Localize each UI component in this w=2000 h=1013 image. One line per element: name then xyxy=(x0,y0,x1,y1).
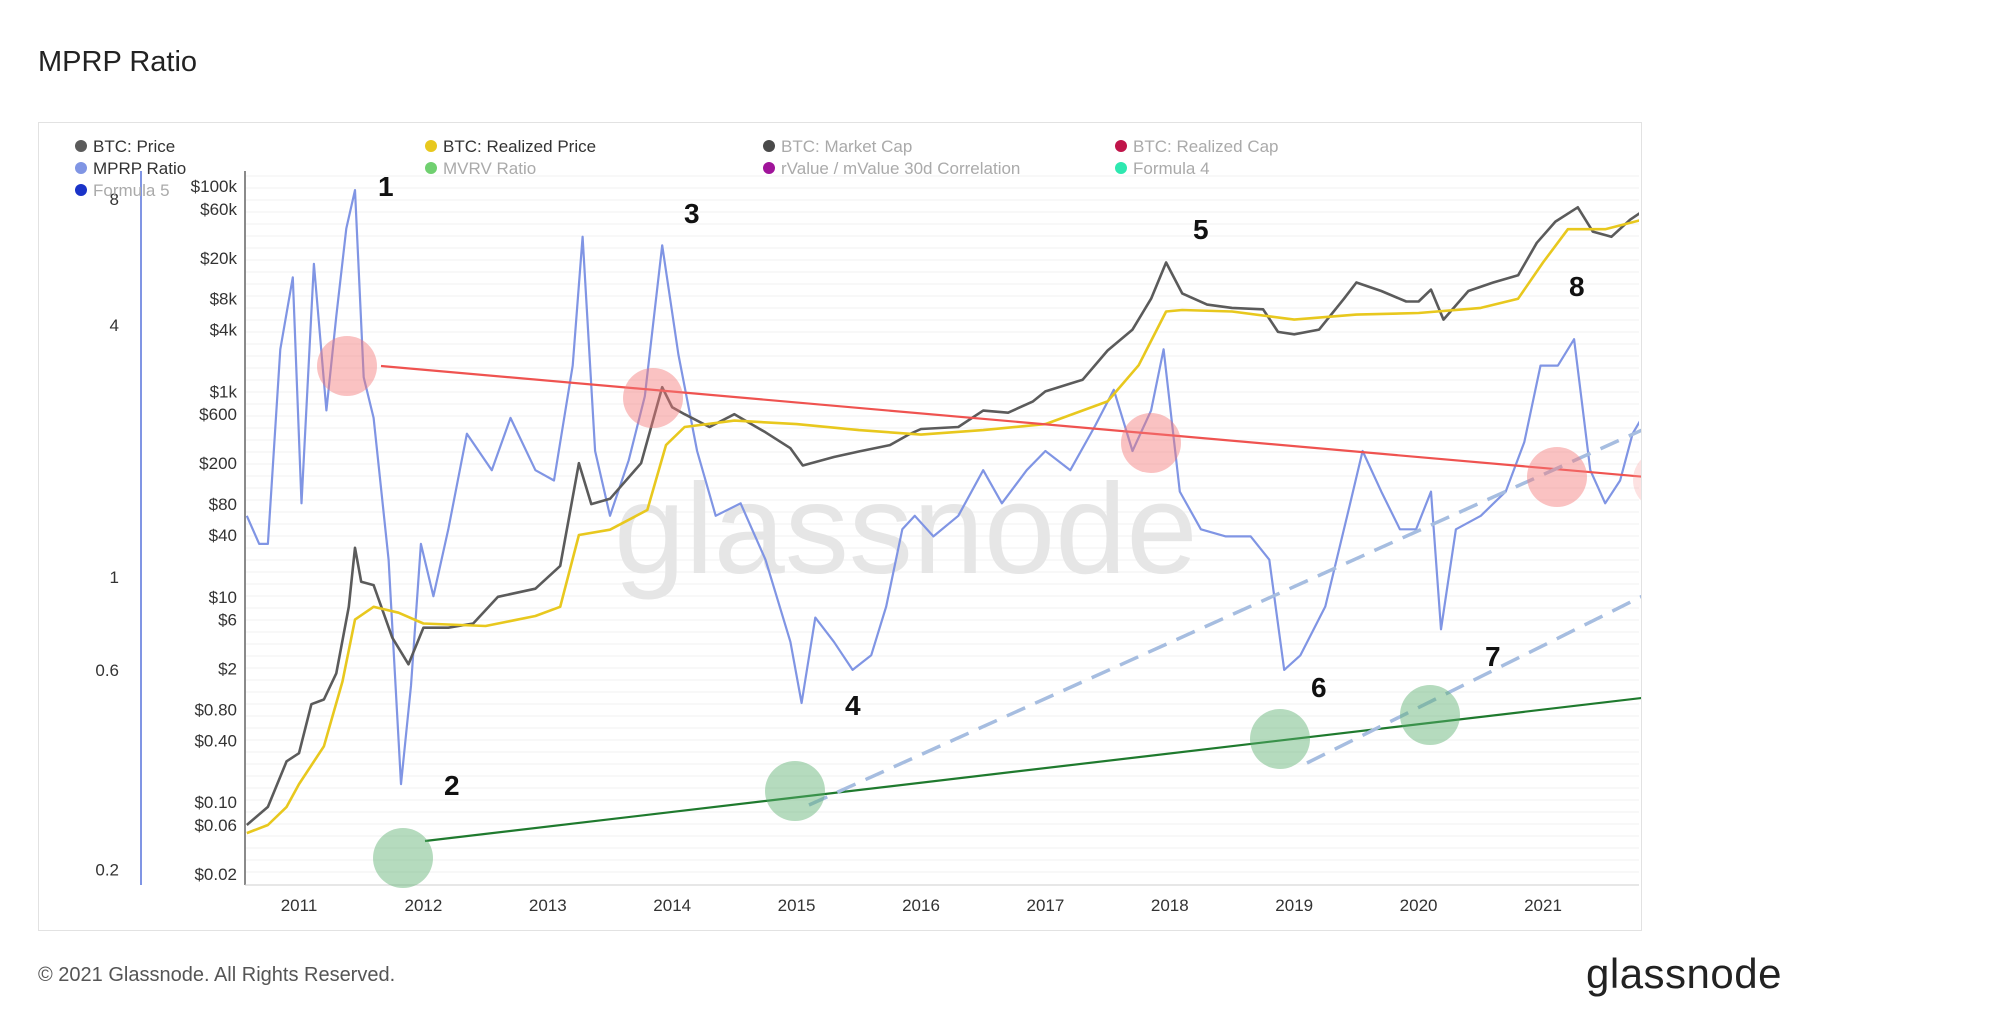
legend-dot-icon xyxy=(75,162,87,174)
price-tick-label: $20k xyxy=(200,249,237,268)
price-tick-label: $0.40 xyxy=(194,731,237,750)
x-tick-label: 2020 xyxy=(1400,896,1438,915)
legend-dot-icon xyxy=(425,140,437,152)
ratio-tick-label: 4 xyxy=(110,316,119,335)
legend-dot-icon xyxy=(1115,162,1127,174)
price-tick-label: $6 xyxy=(218,611,237,630)
legend-dot-icon xyxy=(763,140,775,152)
legend-item-label: BTC: Realized Price xyxy=(443,137,596,156)
x-tick-label: 2017 xyxy=(1026,896,1064,915)
x-tick-label: 2016 xyxy=(902,896,940,915)
legend-item-label: BTC: Realized Cap xyxy=(1133,137,1279,156)
x-tick-label: 2014 xyxy=(653,896,691,915)
annotation-label: 2 xyxy=(444,770,460,801)
ratio-tick-label: 1 xyxy=(110,568,119,587)
peak-marker-circle xyxy=(1527,447,1587,507)
price-tick-label: $8k xyxy=(210,290,238,309)
annotation-label: 1 xyxy=(378,171,394,202)
ratio-tick-label: 0.6 xyxy=(95,661,119,680)
legend-item-label: MVRV Ratio xyxy=(443,159,536,178)
lower-channel-line xyxy=(1306,594,1641,765)
resistance-trend-line xyxy=(380,364,1641,478)
legend-item-label: Formula 4 xyxy=(1133,159,1210,178)
legend-item-label: Formula 5 xyxy=(93,181,170,200)
series-group xyxy=(245,189,1639,835)
peak-marker-circle xyxy=(623,368,683,428)
bottom-marker-circle xyxy=(1400,685,1460,745)
x-tick-label: 2011 xyxy=(281,896,318,915)
legend-item-label: BTC: Price xyxy=(93,137,175,156)
price-tick-label: $100k xyxy=(191,177,238,196)
peak-marker-circle xyxy=(1633,459,1641,501)
legend-item-label: rValue / mValue 30d Correlation xyxy=(781,159,1020,178)
x-tick-label: 2015 xyxy=(778,896,816,915)
price-tick-label: $4k xyxy=(210,321,238,340)
realized-price-line xyxy=(246,219,1639,835)
legend-item-label: MPRP Ratio xyxy=(93,159,186,178)
bottom-marker-circle xyxy=(765,761,825,821)
upper-channel-line xyxy=(808,428,1641,807)
price-tick-label: $0.02 xyxy=(194,865,237,884)
price-tick-label: $600 xyxy=(199,405,237,424)
legend-dot-icon xyxy=(75,140,87,152)
glassnode-logo: glassnode xyxy=(1586,950,1782,997)
ratio-tick-label: 8 xyxy=(110,190,119,209)
price-tick-label: $0.10 xyxy=(194,793,237,812)
price-tick-label: $40 xyxy=(209,526,237,545)
legend-dot-icon xyxy=(1115,140,1127,152)
annotation-label: 7 xyxy=(1485,641,1501,672)
copyright-footer: © 2021 Glassnode. All Rights Reserved. xyxy=(38,964,396,986)
x-tick-label: 2021 xyxy=(1524,896,1562,915)
annotation-label: 6 xyxy=(1311,672,1327,703)
price-tick-label: $10 xyxy=(209,588,237,607)
annotation-label: 5 xyxy=(1193,214,1209,245)
price-tick-label: $60k xyxy=(200,200,237,219)
x-tick-label: 2018 xyxy=(1151,896,1189,915)
annotation-label: 3 xyxy=(684,198,700,229)
x-tick-label: 2013 xyxy=(529,896,567,915)
price-tick-label: $0.80 xyxy=(194,700,237,719)
price-tick-label: $2 xyxy=(218,660,237,679)
legend-dot-icon xyxy=(425,162,437,174)
legend-item-label: BTC: Market Cap xyxy=(781,137,912,156)
mprp-ratio-line xyxy=(245,189,1639,786)
price-tick-label: $1k xyxy=(210,382,238,401)
price-tick-label: $0.06 xyxy=(194,816,237,835)
ratio-tick-label: 0.2 xyxy=(95,861,119,880)
btc-price-line xyxy=(245,206,1639,826)
chart-panel: glassnode $100k $60k $20k $8k $4k $1k $600 $200 $… xyxy=(38,122,1642,931)
legend-dot-icon xyxy=(763,162,775,174)
chart-svg[interactable]: glassnode $100k $60k $20k $8k $4k $1k $600 $200 $… xyxy=(39,123,1641,930)
annotation-label: 8 xyxy=(1569,271,1585,302)
peak-marker-circle xyxy=(1121,413,1181,473)
support-trend-line xyxy=(424,696,1641,843)
x-tick-label: 2019 xyxy=(1275,896,1313,915)
price-tick-label: $200 xyxy=(199,454,237,473)
watermark-text: glassnode xyxy=(614,458,1198,601)
x-tick-label: 2012 xyxy=(404,896,442,915)
bottom-marker-circle xyxy=(373,828,433,888)
page-title: MPRP Ratio xyxy=(38,46,198,78)
bottom-marker-circle xyxy=(1250,709,1310,769)
peak-marker-circle xyxy=(317,336,377,396)
price-tick-label: $80 xyxy=(209,495,237,514)
legend-dot-icon xyxy=(75,184,87,196)
annotation-label: 4 xyxy=(845,690,861,721)
